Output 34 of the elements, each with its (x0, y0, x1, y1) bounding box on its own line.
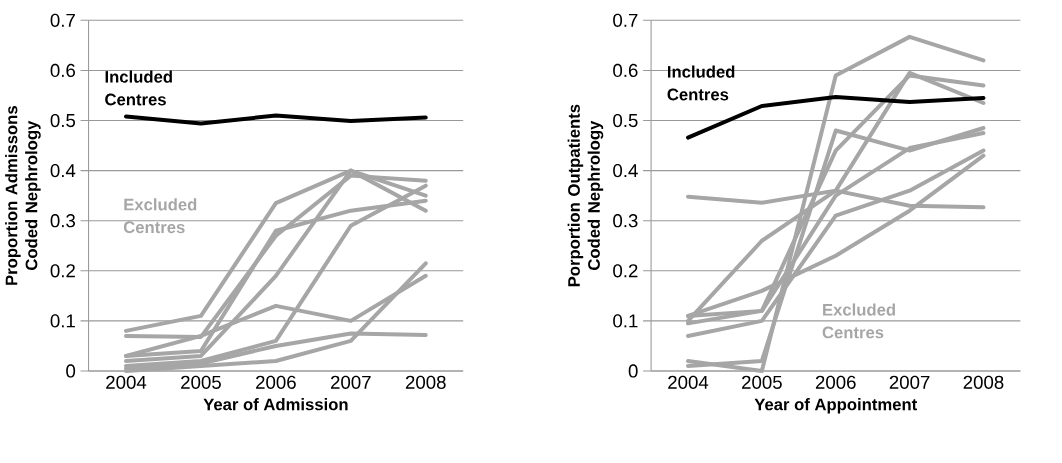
y-tick-label: 0.2 (50, 264, 75, 278)
x-tick-label: 2004 (668, 375, 709, 389)
y-tick-label: 0.3 (613, 214, 638, 228)
x-tick-label: 2006 (256, 375, 296, 389)
y-axis-title: Proportion Admissons Coded Nephrology (5, 106, 41, 285)
y-axis-title: Porportion Outpatients Coded Nephrology (567, 104, 604, 287)
y-tick-label: 0 (66, 364, 76, 378)
x-tick-label: 2005 (742, 375, 782, 389)
x-axis-title: Year of Appointment (754, 398, 918, 414)
y-tick-label: 0.1 (613, 314, 638, 328)
x-tick-label: 2006 (815, 375, 856, 389)
text: Excluded Centres (123, 198, 197, 234)
y-tick-label: 0.6 (50, 63, 76, 78)
y-tick-label: 0.4 (613, 163, 638, 178)
y-tick-label: 0.5 (50, 113, 76, 128)
y-tick-label: 0.4 (50, 163, 76, 178)
text: Excluded Centres (822, 303, 895, 339)
x-axis-title: Year of Admission (203, 398, 348, 411)
x-tick-label: 2007 (330, 375, 371, 389)
y-tick-label: 0 (628, 364, 638, 378)
x-tick-label: 2004 (106, 375, 147, 389)
y-tick-label: 0.2 (613, 264, 638, 278)
y-tick-label: 0.6 (613, 63, 638, 78)
x-tick-label: 2007 (889, 375, 930, 389)
series-label: Included Centres (105, 70, 172, 106)
y-tick-label: 0.7 (50, 13, 75, 27)
y-tick-label: 0.7 (613, 13, 638, 27)
x-tick-label: 2008 (963, 375, 1004, 389)
series-label: Included Centres (667, 65, 735, 101)
x-tick-label: 2005 (181, 375, 221, 389)
y-tick-label: 0.5 (613, 113, 638, 128)
x-tick-label: 2008 (405, 375, 446, 389)
y-tick-label: 0.1 (50, 314, 75, 328)
y-tick-label: 0.3 (50, 214, 76, 228)
